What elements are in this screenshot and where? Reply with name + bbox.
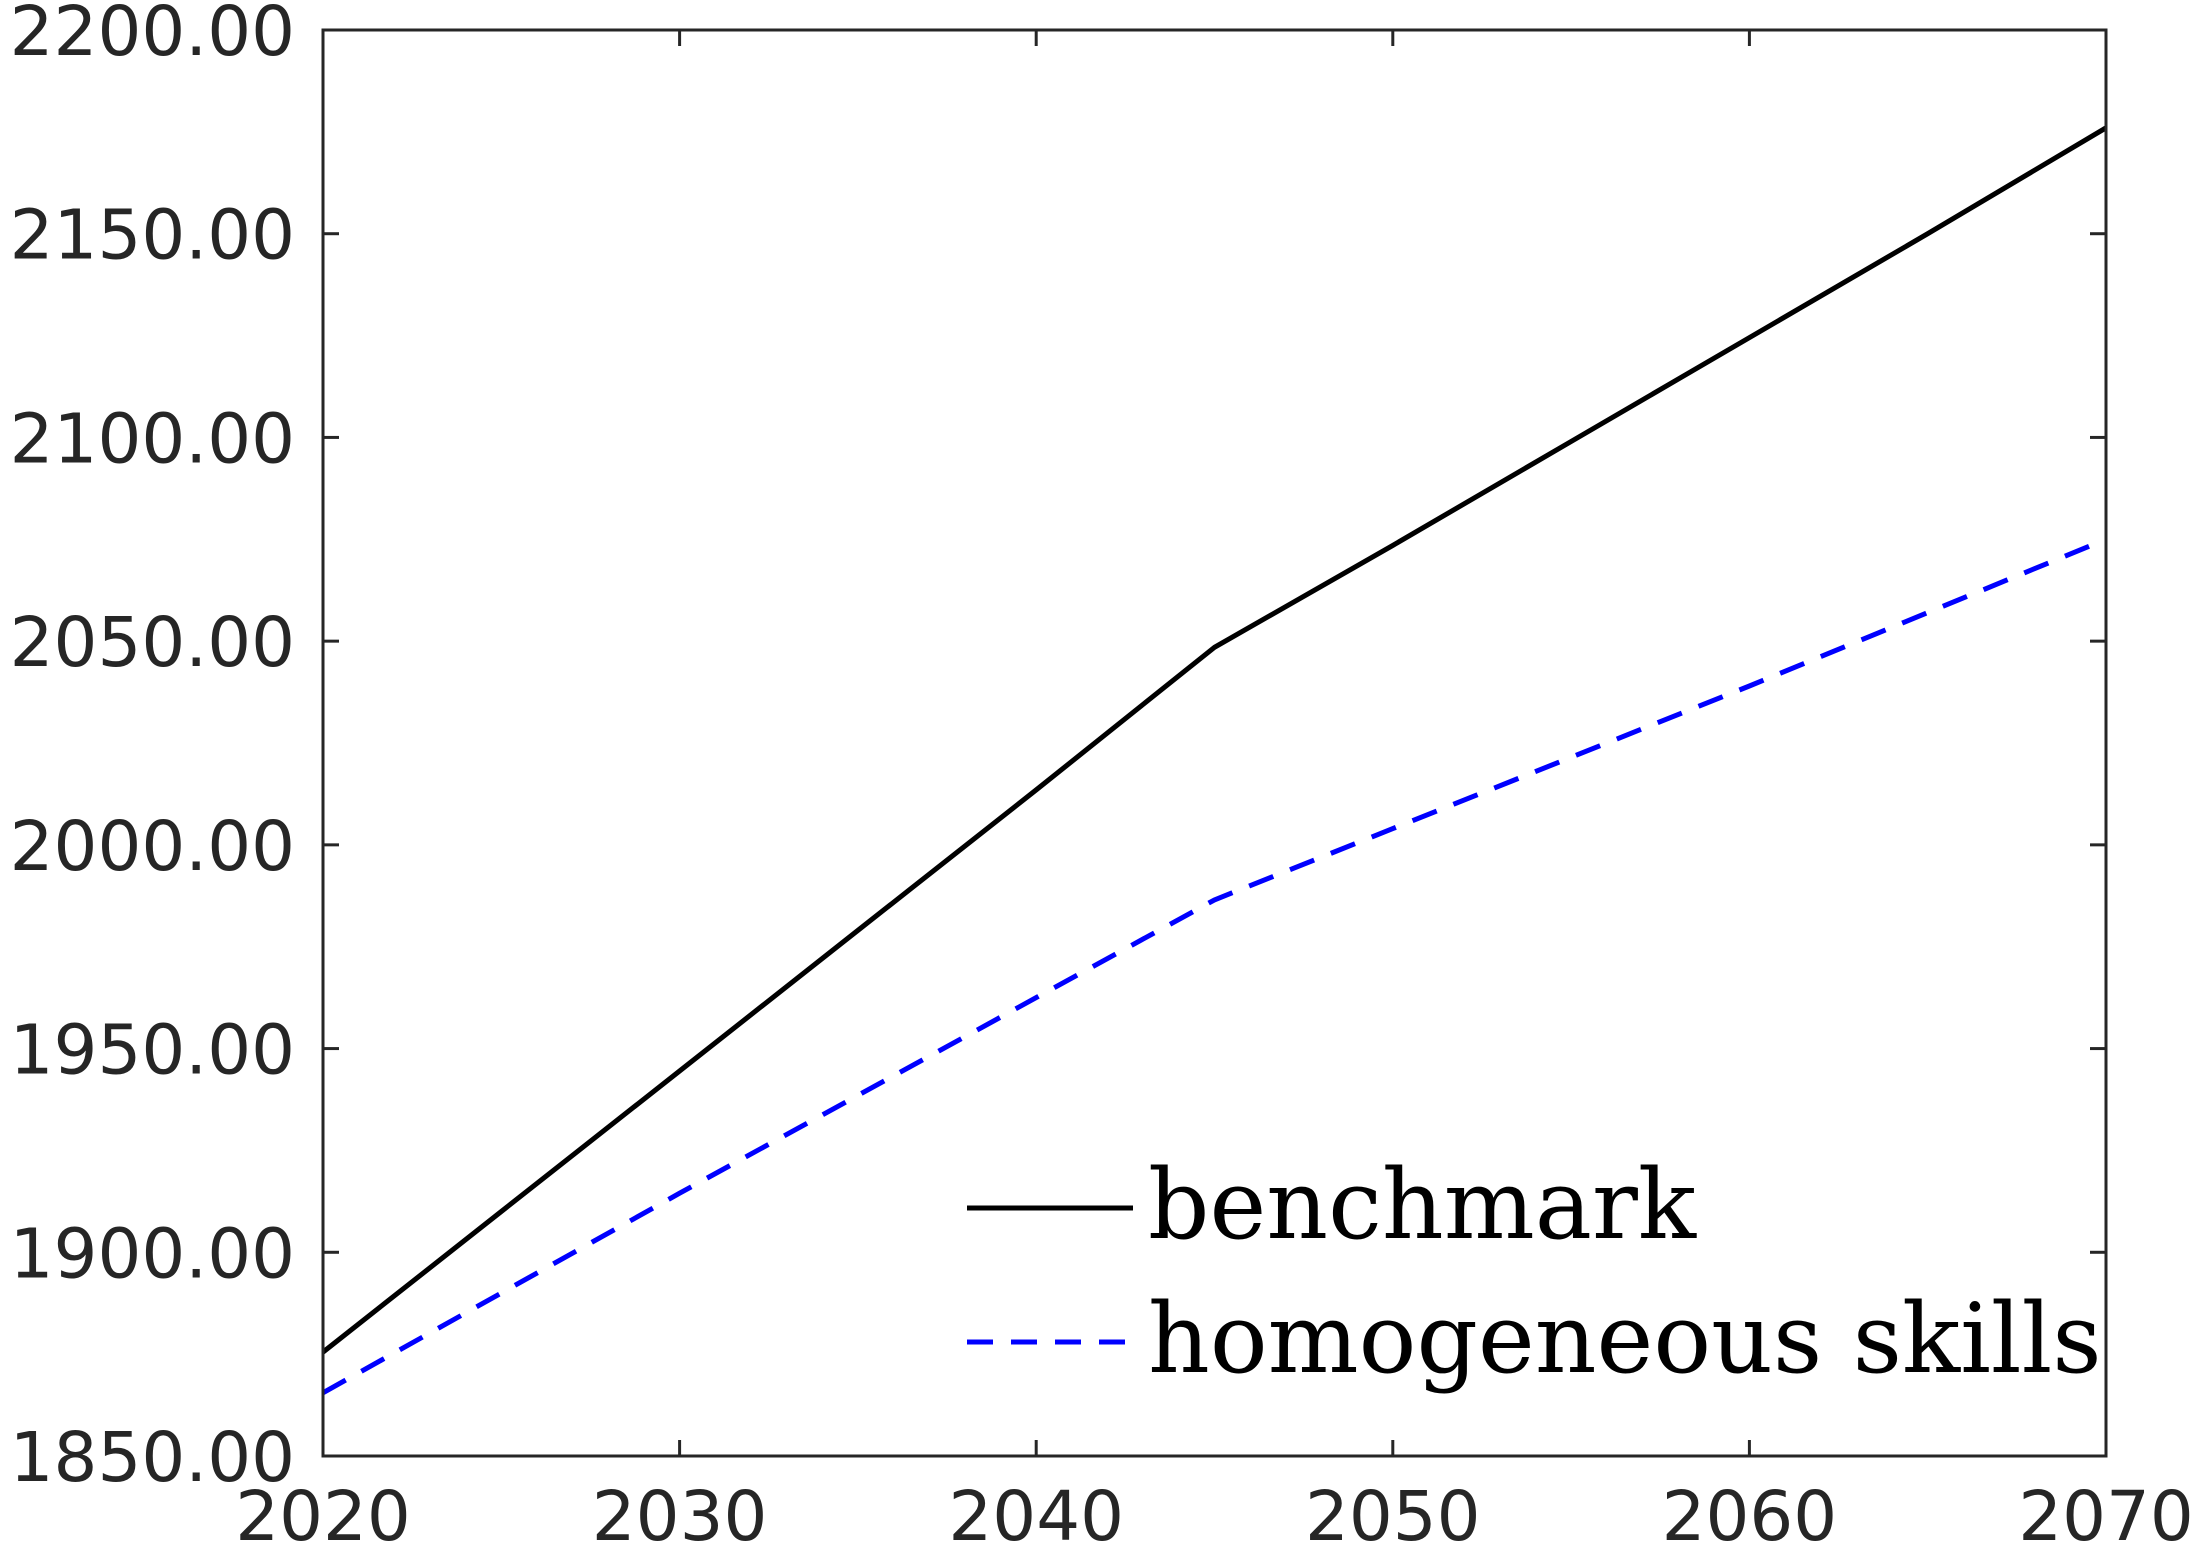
plot-frame (321, 28, 2108, 1458)
x-tick-label: 2040 (948, 1477, 1124, 1554)
x-tick-label: 2050 (1305, 1477, 1481, 1554)
y-tick-label: 2150.00 (10, 196, 295, 276)
series-line-benchmark (321, 125, 2108, 1355)
y-axis-tick-labels: 1850.00 1900.00 1950.00 2000.00 2050.00 2100.… (10, 0, 295, 1498)
plot-lines (321, 125, 2108, 1395)
y-tick-label: 2200.00 (10, 0, 295, 72)
x-tick-label: 2020 (235, 1477, 411, 1554)
series-line-homogeneous-skills (321, 536, 2107, 1395)
y-tick-label: 1950.00 (10, 1011, 295, 1091)
y-tick-label: 1900.00 (10, 1214, 295, 1294)
legend-label: homogeneous skills (1148, 1283, 2102, 1395)
legend: benchmark homogeneous skills (967, 1149, 2102, 1395)
legend-label: benchmark (1148, 1149, 1697, 1261)
y-tick-label: 2000.00 (10, 807, 295, 887)
y-tick-label: 2050.00 (10, 603, 295, 683)
x-tick-label: 2070 (2018, 1477, 2194, 1554)
axis-ticks (321, 28, 2108, 1458)
x-tick-label: 2030 (592, 1477, 768, 1554)
y-tick-label: 2100.00 (10, 399, 295, 479)
x-tick-label: 2060 (1662, 1477, 1838, 1554)
y-tick-label: 1850.00 (10, 1418, 295, 1498)
x-axis-tick-labels: 2020 2030 2040 2050 2060 2070 (235, 1477, 2194, 1554)
